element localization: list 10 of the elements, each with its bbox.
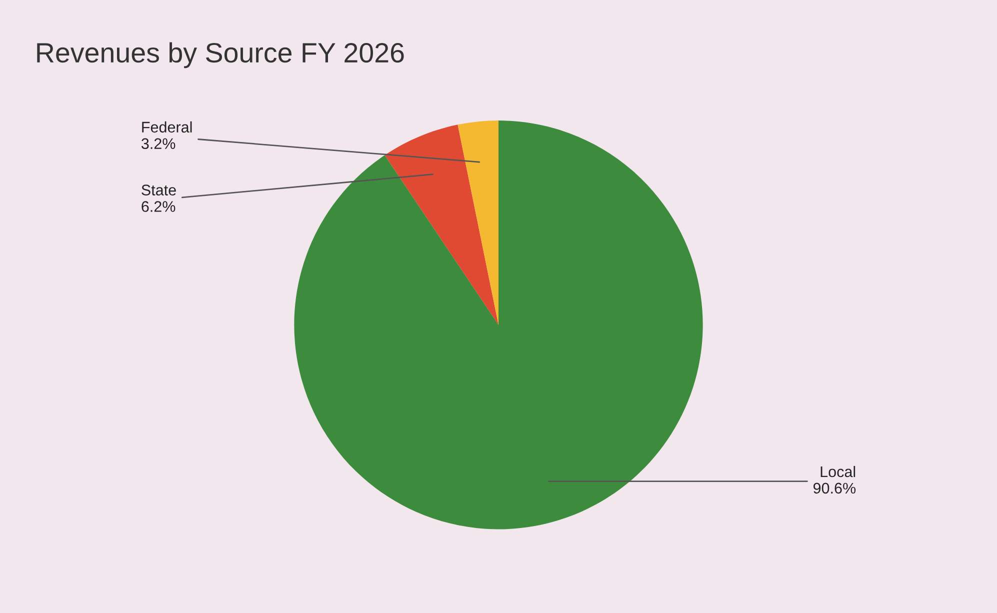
pie-slice (384, 124, 498, 325)
data-label: 6.2% (142, 201, 176, 212)
slice-label: Local (820, 466, 856, 478)
pie-slice (458, 120, 498, 325)
data-label: 3.2% (142, 138, 176, 150)
slice-label: Federal (142, 121, 192, 133)
chart-title: Revenues by Source FY 2026 (37, 42, 404, 68)
slice-label: State (142, 184, 176, 196)
pie-slice (294, 120, 703, 530)
data-label: 90.6% (813, 482, 856, 494)
